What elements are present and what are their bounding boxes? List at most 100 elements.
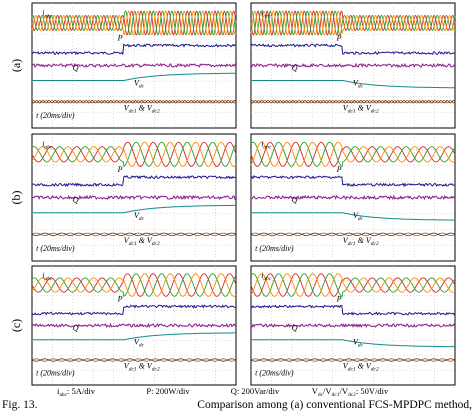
dc-voltage (32, 72, 236, 81)
trace-label: Vdc1​ & Vdc2​ (343, 104, 379, 115)
text-part: : 200Var/div (237, 386, 280, 396)
phase-current (250, 141, 456, 167)
text-part: Q (292, 64, 298, 73)
subscript: dc (139, 216, 145, 222)
text-part: Q (231, 386, 237, 396)
trace-label: Vdc1​ & Vdc2​ (124, 104, 160, 115)
text-part: V (353, 338, 359, 347)
trace-label: Vdc​ (353, 79, 364, 90)
text-part: (20ms/div) (38, 111, 75, 120)
trace-label: iabc​ (261, 140, 272, 151)
subscript: dc2 (371, 109, 379, 115)
trace-label: P (336, 165, 342, 174)
trace-label: Vdc​ (134, 211, 145, 222)
phase-current (250, 273, 456, 297)
phase-current (31, 141, 237, 167)
text-part: i (42, 140, 44, 149)
text-part: P (146, 386, 151, 396)
subscript: dc2 (348, 392, 356, 398)
subscript: dc1 (348, 366, 356, 372)
subscript: dc (358, 216, 364, 222)
dc-voltage (251, 80, 455, 89)
text-part: V (124, 236, 130, 245)
trace-label: Q (292, 196, 298, 205)
subscript: dc (358, 84, 364, 90)
dc-voltage (32, 204, 236, 214)
capacitor-voltage (31, 100, 237, 104)
subscript: dc (139, 84, 145, 90)
active-power (250, 175, 456, 188)
subscript: dc1 (129, 241, 137, 247)
phase-current (31, 10, 237, 36)
text-part: V (134, 79, 140, 88)
text-part: & V (137, 104, 153, 113)
trace-label: P (117, 295, 123, 304)
text-part: : 200W/div (151, 386, 190, 396)
subscript: abc (59, 392, 67, 398)
text-part: /V (323, 386, 332, 396)
trace-label: Vdc​ (353, 211, 364, 222)
text-part: V (343, 104, 349, 113)
reactive-power (251, 194, 456, 201)
active-power (250, 304, 456, 316)
trace-label: t (20ms/div) (36, 244, 75, 253)
trace-label: t (20ms/div) (255, 244, 294, 253)
trace-label: iabc​ (261, 271, 272, 282)
text-part: (20ms/div) (38, 244, 75, 253)
capacitor-voltage (250, 358, 456, 362)
trace-label: P (117, 34, 123, 43)
phase-current (31, 273, 237, 297)
scale-legend: iabc​: 5A/div (57, 386, 96, 398)
text-part: P (117, 295, 123, 304)
phase-current (31, 10, 237, 36)
subscript: dc1 (129, 109, 137, 115)
text-part: V (343, 236, 349, 245)
text-part: V (343, 361, 349, 370)
trace-label: iabc​ (261, 9, 272, 20)
subscript: dc2 (152, 109, 160, 115)
subscript: abc (263, 145, 272, 151)
text-part: & V (356, 361, 372, 370)
text-part: i (57, 386, 60, 396)
subscript: dc1 (348, 109, 356, 115)
trace-label: Vdc1​ & Vdc2​ (343, 236, 379, 247)
text-part: Q (73, 196, 79, 205)
text-part: V (124, 361, 130, 370)
text-part: : 5A/div (67, 386, 96, 396)
trace-label: iabc​ (42, 9, 53, 20)
trace-label: Q (292, 64, 298, 73)
text-part: V (353, 79, 359, 88)
caption-number: Fig. 13. (2, 399, 38, 411)
text-part: : 50V/div (356, 386, 389, 396)
subscript: dc2 (371, 366, 379, 372)
phase-current (250, 273, 456, 297)
trace-label: Vdc1​ & Vdc2​ (124, 361, 160, 372)
trace-label: t (20ms/div) (255, 368, 294, 377)
trace-label: P (336, 34, 342, 43)
caption-text: Comparison among (a) conventional FCS-MP… (197, 399, 472, 411)
trace-label: P (117, 165, 123, 174)
trace-label: Q (73, 323, 79, 332)
trace-label: t (20ms/div) (36, 111, 75, 120)
subscript: abc (44, 145, 53, 151)
scale-legend: Q: 200Var/div (231, 386, 280, 396)
text-part: t (36, 111, 39, 120)
active-power (31, 43, 237, 56)
dc-voltage (251, 339, 456, 348)
text-part: V (353, 211, 359, 220)
active-power (31, 304, 237, 316)
active-power (250, 43, 456, 55)
text-part: V (124, 104, 130, 113)
phase-current (31, 141, 237, 167)
subscript: dc2 (152, 241, 160, 247)
text-part: Q (73, 323, 79, 332)
subscript: dc1 (129, 366, 137, 372)
reactive-power (31, 322, 237, 329)
text-part: t (255, 244, 258, 253)
phase-current (31, 273, 237, 297)
subscript: dc2 (152, 366, 160, 372)
text-part: P (117, 34, 123, 43)
text-part: V (312, 386, 319, 396)
capacitor-voltage (250, 100, 456, 104)
